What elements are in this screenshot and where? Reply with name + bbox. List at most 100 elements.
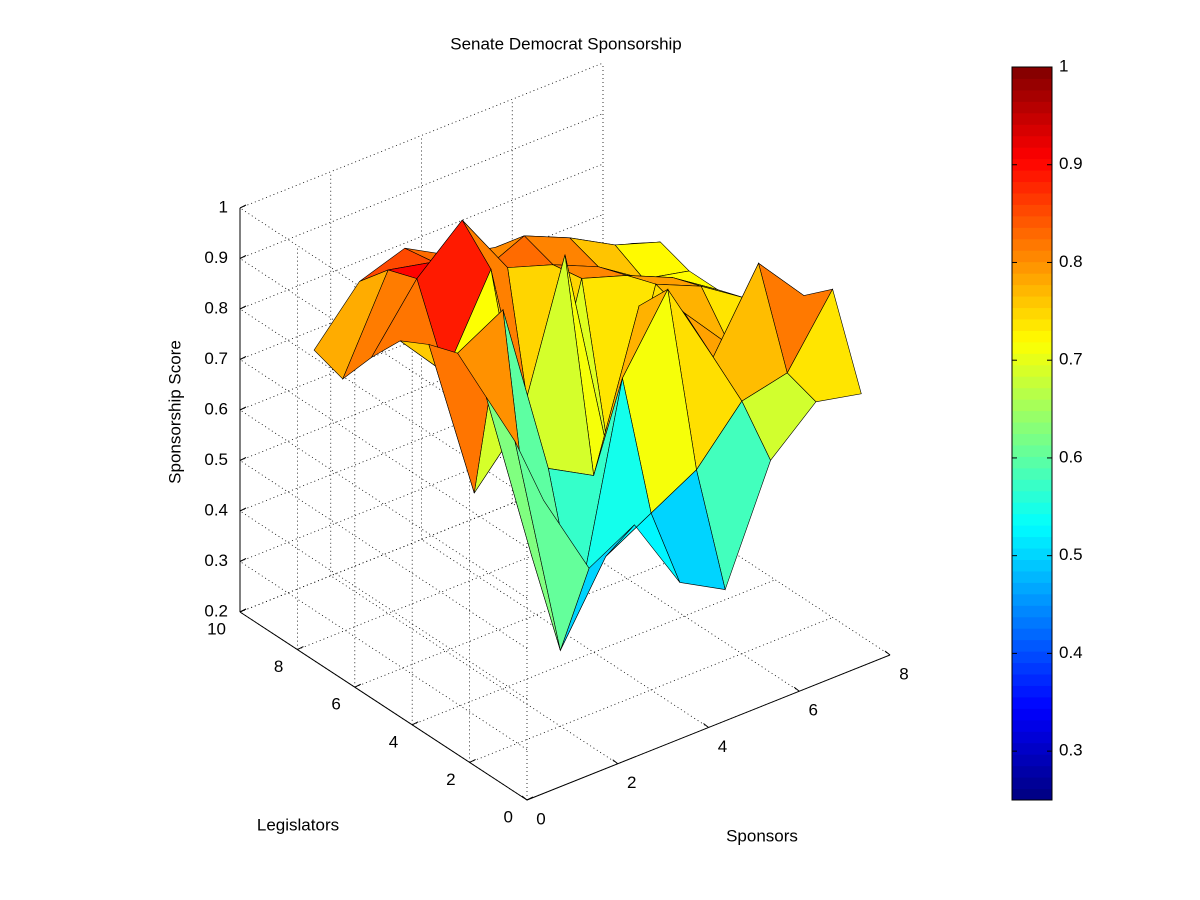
y-axis-line [239, 611, 528, 801]
x-tick [793, 686, 800, 692]
colorbar-cell [1012, 192, 1052, 205]
colorbar-cell [1012, 639, 1052, 652]
y-tick [354, 683, 362, 688]
y-tick-label: 0 [504, 807, 513, 826]
colorbar-cell [1012, 410, 1052, 423]
z-tick [239, 204, 247, 209]
colorbar-cell [1012, 765, 1052, 778]
y-axis-label: Legislators [257, 815, 339, 834]
y-tick-label: 4 [389, 732, 398, 751]
colorbar-cell [1012, 559, 1052, 572]
colorbar-tick-label: 0.5 [1059, 545, 1083, 564]
colorbar-cell [1012, 124, 1052, 137]
colorbar-tick-label: 0.3 [1059, 741, 1083, 760]
colorbar-cell [1012, 158, 1052, 171]
z-tick-label: 0.5 [204, 450, 228, 469]
colorbar-cell [1012, 742, 1052, 755]
z-tick [239, 255, 247, 259]
colorbar-cell [1012, 238, 1052, 251]
z-tick [239, 457, 247, 461]
z-tick-label: 0.6 [204, 399, 228, 418]
colorbar-cell [1012, 570, 1052, 583]
colorbar-cell [1012, 628, 1052, 641]
colorbar-cell [1012, 67, 1052, 79]
y-tick [469, 758, 476, 763]
colorbar-cell [1012, 353, 1052, 366]
colorbar-cell [1012, 250, 1052, 263]
colorbar-cell [1012, 479, 1052, 492]
z-tick-label: 0.7 [204, 349, 228, 368]
colorbar-cell [1012, 696, 1052, 709]
z-tick [239, 406, 247, 411]
z-tick [239, 608, 247, 613]
z-tick-label: 0.8 [204, 298, 228, 317]
colorbar-cell [1012, 101, 1052, 114]
y-tick-label: 10 [207, 619, 226, 638]
colorbar-cell [1012, 777, 1052, 790]
colorbar-cell [1012, 364, 1052, 377]
colorbar-cell [1012, 513, 1052, 526]
colorbar-cell [1012, 582, 1052, 595]
z-tick [239, 558, 247, 562]
x-axis-label: Sponsors [726, 826, 798, 845]
colorbar-cell [1012, 135, 1052, 148]
grid-line [239, 561, 528, 750]
z-tick-label: 0.4 [204, 500, 228, 519]
z-tick [239, 507, 247, 512]
z-tick [239, 356, 247, 360]
colorbar-cell [1012, 731, 1052, 744]
colorbar-cell [1012, 330, 1052, 343]
colorbar-tick-label: 0.9 [1059, 154, 1083, 173]
colorbar-cell [1012, 318, 1052, 331]
colorbar-tick-label: 0.7 [1059, 350, 1083, 369]
colorbar-cell [1012, 387, 1052, 400]
grid-line [239, 460, 528, 649]
y-tick-label: 2 [446, 770, 455, 789]
colorbar-cell [1012, 788, 1052, 801]
y-tick [526, 796, 534, 801]
y-tick [411, 721, 419, 726]
y-tick-label: 6 [331, 695, 340, 714]
colorbar-cell [1012, 662, 1052, 675]
x-tick-label: 2 [627, 773, 636, 792]
colorbar-cell [1012, 708, 1052, 721]
colorbar-cell [1012, 89, 1052, 102]
colorbar-cell [1012, 284, 1052, 297]
colorbar-cell [1012, 78, 1052, 91]
colorbar-cell [1012, 674, 1052, 686]
colorbar-frame [1011, 66, 1053, 801]
colorbar-tick-label: 0.6 [1059, 447, 1083, 466]
colorbar-cell [1012, 490, 1052, 503]
chart-title: Senate Democrat Sponsorship [450, 34, 682, 53]
colorbar-cell [1012, 273, 1052, 286]
colorbar-cell [1012, 456, 1052, 469]
colorbar-cell [1012, 719, 1052, 732]
colorbar-cell [1012, 536, 1052, 549]
z-axis-label: Sponsorship Score [165, 340, 184, 484]
colorbar-tick-label: 0.4 [1059, 643, 1083, 662]
colorbar-cell [1012, 147, 1052, 160]
colorbar-cell [1012, 296, 1052, 309]
x-tick [884, 650, 891, 656]
colorbar-cell [1012, 754, 1052, 767]
colorbar-cell [1012, 605, 1052, 618]
colorbar-cell [1012, 307, 1052, 320]
colorbar-tick-label: 0.8 [1059, 252, 1083, 271]
z-tick-label: 0.9 [204, 248, 228, 267]
colorbar-cell [1012, 502, 1052, 515]
y-tick [297, 646, 304, 651]
colorbar-cell [1012, 227, 1052, 240]
colorbar-cell [1012, 651, 1052, 664]
x-tick-label: 8 [899, 664, 908, 683]
colorbar-cell [1012, 204, 1052, 217]
surface-face [514, 441, 590, 652]
colorbar-cell [1012, 422, 1052, 434]
colorbar-cell [1012, 112, 1052, 125]
colorbar-cell [1012, 548, 1052, 560]
colorbar-cell [1012, 433, 1052, 446]
z-tick-label: 1 [219, 197, 228, 216]
grid-line [412, 579, 776, 726]
colorbar-tick-label: 1 [1059, 56, 1068, 75]
colorbar-cell [1012, 261, 1052, 274]
